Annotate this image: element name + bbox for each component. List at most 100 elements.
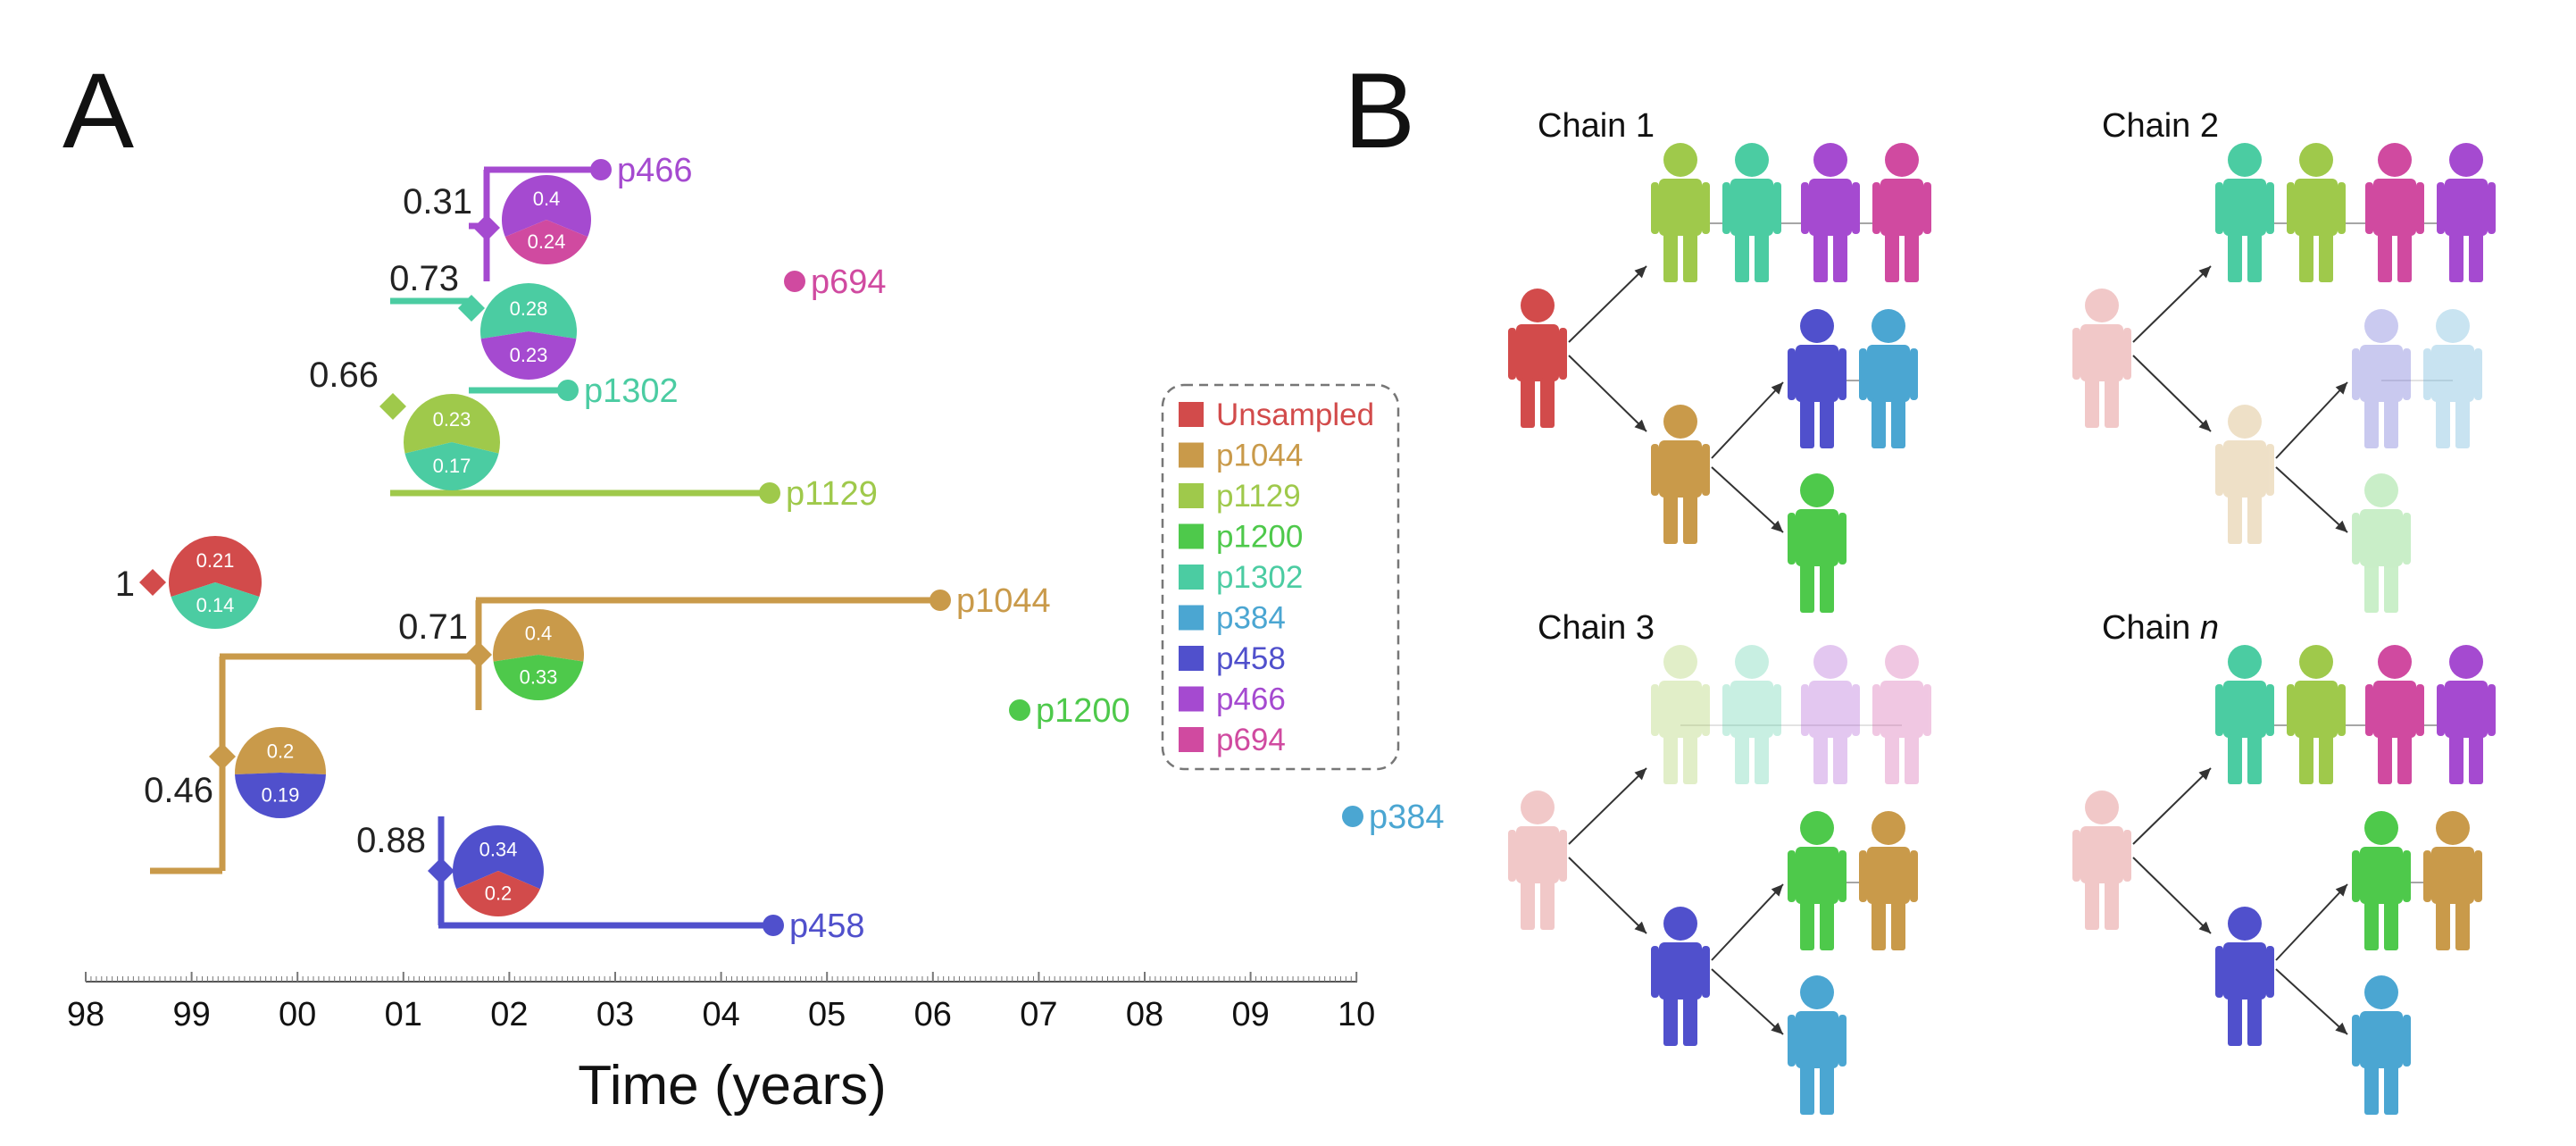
arrow (2132, 767, 2212, 845)
node-n071: 0.71 0.4 0.33 (398, 607, 585, 700)
panel-b-letter: B (1344, 51, 1415, 171)
tip-label: p458 (789, 908, 865, 945)
chain-3: Chain 3 (1508, 609, 1931, 1115)
person-p1129 (2287, 143, 2346, 282)
tip-p1200: p1200 (1009, 692, 1130, 730)
legend-box (1161, 383, 1400, 771)
chain-1: Chain 1 (1508, 107, 1931, 613)
pie-value: 0.23 (433, 408, 471, 431)
pie-slice-p458 (453, 825, 545, 890)
legend-label: p1302 (1216, 560, 1303, 595)
tick-label: 99 (172, 996, 210, 1033)
legend-item: Unsampled (1179, 397, 1374, 432)
tip-dot (784, 271, 805, 292)
chain-2: Chain 2 (2072, 107, 2496, 613)
person-p1129 (2287, 645, 2346, 784)
tip-label: p1200 (1036, 692, 1130, 730)
person-p458 (1788, 309, 1847, 448)
legend-label: p384 (1216, 601, 1286, 636)
legend-label: p1200 (1216, 520, 1303, 555)
pie-value: 0.19 (262, 783, 300, 806)
person-p384 (1859, 309, 1918, 448)
legend: Unsampled p1044 p1129 p1200 p1302 p384 p458 p46… (1161, 383, 1400, 771)
tip-p694: p694 (784, 263, 887, 301)
pie-value: 0.24 (528, 230, 566, 253)
arrow (2275, 466, 2348, 533)
pie-slice-p1302 (404, 442, 499, 491)
tip-dot (763, 915, 784, 936)
person-p1044 (2215, 405, 2274, 544)
legend-swatch (1179, 605, 1204, 631)
person-p1302 (2215, 645, 2274, 784)
node-support: 0.71 (398, 607, 468, 647)
tip-p466: p466 (590, 152, 693, 189)
node-diamond (379, 393, 406, 420)
panel-a-letter: A (63, 51, 134, 171)
tip-dot (1342, 806, 1363, 827)
person-p384 (2423, 309, 2482, 448)
tick-label: 07 (1020, 996, 1057, 1033)
tick-label: 05 (808, 996, 846, 1033)
node-root: 1 0.21 0.14 (115, 536, 262, 630)
arrow (1568, 355, 1647, 432)
person-p1302 (1722, 143, 1781, 282)
tip-dot (557, 380, 579, 401)
person-p1129 (1651, 143, 1710, 282)
person-p1302 (1722, 645, 1781, 784)
pie-value: 0.28 (510, 297, 548, 320)
pie-slice-p1129 (404, 394, 501, 454)
tick-label: 08 (1126, 996, 1163, 1033)
node-support: 0.88 (356, 821, 426, 860)
chain-title-text: Chain 1 (1538, 107, 1655, 145)
tip-dot (590, 159, 612, 180)
arrow (1711, 883, 1784, 961)
pie-value: 0.4 (533, 188, 561, 210)
pie-value: 0.4 (525, 623, 553, 645)
tick-label: 10 (1338, 996, 1375, 1033)
pie-value: 0.23 (510, 344, 548, 366)
pie-slice-p466 (502, 175, 592, 238)
pie-slice-p1200 (493, 655, 584, 700)
node-support: 1 (115, 565, 135, 604)
arrow (1711, 466, 1784, 533)
legend-label: p694 (1216, 723, 1286, 757)
tip-label: p384 (1369, 799, 1445, 836)
chain-title: Chain 3 (1538, 609, 1655, 647)
person-source (1508, 289, 1567, 428)
pie-value: 0.33 (520, 665, 558, 688)
tip-dot (759, 482, 780, 504)
node-n088: 0.88 0.34 0.2 (356, 821, 545, 916)
pie-slice-Unsampled (456, 871, 540, 916)
pie-value: 0.2 (485, 882, 513, 904)
tree-branches (149, 166, 1353, 929)
node-n073: 0.73 0.28 0.23 (389, 259, 577, 381)
tick-label: 04 (702, 996, 739, 1033)
legend-swatch (1179, 483, 1204, 508)
tick-label: 03 (596, 996, 634, 1033)
tip-p384: p384 (1342, 799, 1445, 836)
person-p694 (2365, 143, 2424, 282)
node-diamond (473, 214, 500, 241)
pie-value: 0.14 (196, 594, 235, 616)
person-p1044 (1859, 811, 1918, 950)
arrow (1568, 265, 1647, 343)
person-p458 (2352, 309, 2411, 448)
legend-item: p1129 (1179, 479, 1301, 514)
person-p1044 (2423, 811, 2482, 950)
person-p694 (1872, 143, 1931, 282)
person-p1302 (2215, 143, 2274, 282)
pie-slice-p466 (480, 331, 577, 381)
arrow (1568, 767, 1647, 845)
tip-p1302: p1302 (557, 372, 679, 410)
person-p1200 (1788, 811, 1847, 950)
pie-slice-p458 (235, 773, 326, 819)
person-p1044 (1651, 405, 1710, 544)
time-axis: 98 99 00 01 02 03 04 05 06 07 08 09 10 Time (years) (67, 972, 1375, 1117)
pie-slice-p694 (504, 220, 588, 265)
legend-label: p1129 (1216, 479, 1301, 514)
node-diamond (209, 743, 236, 770)
chain-title-text: Chain 3 (1538, 609, 1655, 647)
person-source (2072, 790, 2131, 930)
tree-nodes: 1 0.21 0.14 0.66 0.23 0.17 0.73 0.28 0.23 0.31 0.4… (115, 175, 592, 916)
node-diamond (465, 641, 492, 668)
